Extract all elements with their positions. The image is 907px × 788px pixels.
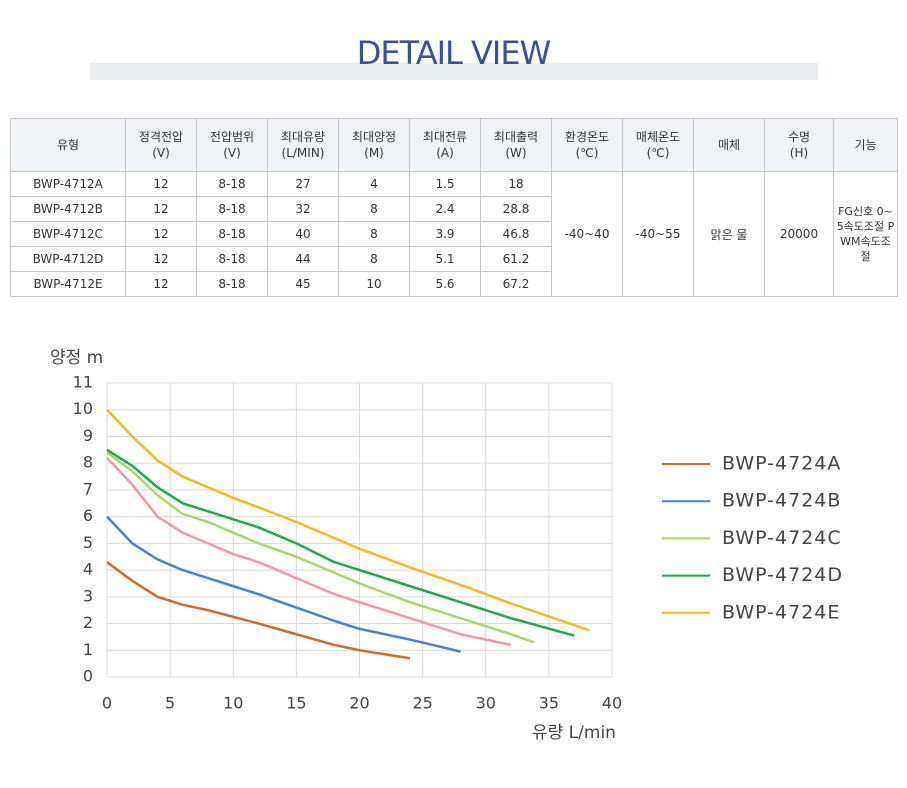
data-line [106, 561, 411, 660]
merged-cell: -40~40 [551, 171, 623, 297]
y-axis-label: 양정 m [50, 348, 103, 368]
merged-cell: -40~55 [622, 171, 694, 297]
table-cell: 40 [267, 221, 339, 247]
table-cell: 4 [338, 171, 410, 197]
y-tick-label: 0 [83, 667, 93, 686]
chart: 0 1 2 3 4 5 6 7 8 9 10 11 0 5 10 15 20 25 30 35 40 양정 m 유량 L/m… [50, 348, 843, 743]
table-cell: 8-18 [196, 221, 268, 247]
header-row: 유형 정격전압 (V) 전압범위 (V) 최대유량 (L/MIN) 최대양정 (M) 최대… [10, 118, 898, 172]
y-tick-label: 9 [83, 426, 93, 445]
table-cell: 3.9 [409, 221, 481, 247]
y-tick-label: 8 [83, 453, 93, 472]
table-cell: 2.4 [409, 196, 481, 222]
legend-label: BWP-4724B [722, 490, 841, 512]
table-cell: BWP-4712D [10, 246, 126, 272]
y-tick-label: 3 [83, 586, 93, 605]
title-band [90, 63, 818, 80]
x-tick-label: 0 [102, 694, 112, 713]
merged-cell: 맑은 물 [693, 171, 765, 297]
header-cell: 최대출력 (W) [480, 118, 552, 172]
table-cell: 32 [267, 196, 339, 222]
page-title: DETAIL VIEW [356, 34, 551, 72]
table-row: BWP-4712D 12 8-18 44 8 5.1 61.2 [10, 246, 898, 272]
table-cell: 1.5 [409, 171, 481, 197]
y-tick-label: 11 [73, 373, 93, 392]
table-row: BWP-4712E 12 8-18 45 10 5.6 67.2 [10, 271, 898, 297]
table-cell: 8 [338, 221, 410, 247]
y-tick-label: 5 [83, 533, 93, 552]
table-cell: 12 [125, 246, 197, 272]
x-axis-label: 유량 L/min [532, 723, 616, 743]
header-cell: 최대전류 (A) [409, 118, 481, 172]
table-cell: 5.6 [409, 271, 481, 297]
table-cell: 61.2 [480, 246, 552, 272]
y-tick-label: 4 [83, 560, 93, 579]
table-cell: 5.1 [409, 246, 481, 272]
merged-cell: FG신호 0~5속도조절 PWM속도조절 [833, 171, 898, 297]
header-cell: 정격전압 (V) [125, 118, 197, 172]
y-tick-label: 10 [73, 399, 93, 418]
merged-cell: 20000 [764, 171, 834, 297]
data-line [106, 515, 461, 653]
table-row: BWP-4712B 12 8-18 32 8 2.4 28.8 [10, 196, 898, 222]
header-cell: 매체 [693, 118, 765, 172]
x-tick-label: 40 [602, 694, 622, 713]
y-tick-label: 7 [83, 479, 93, 498]
header-cell: 유형 [10, 118, 126, 172]
x-tick-label: 35 [539, 694, 559, 713]
table-cell: 8-18 [196, 246, 268, 272]
legend-label: BWP-4724D [722, 564, 843, 586]
data-line [106, 448, 575, 637]
table-cell: 8-18 [196, 171, 268, 197]
data-line [106, 408, 590, 632]
header-cell: 기능 [833, 118, 898, 172]
y-tick-label: 2 [83, 613, 93, 632]
table-cell: 45 [267, 271, 339, 297]
y-tick-label: 1 [83, 640, 93, 659]
data-line [106, 451, 535, 644]
x-tick-label: 5 [165, 694, 175, 713]
header-cell: 매체온도 (℃) [622, 118, 694, 172]
table-cell: 44 [267, 246, 339, 272]
header-cell: 전압범위 (V) [196, 118, 268, 172]
legend-label: BWP-4724A [722, 453, 841, 475]
table-cell: BWP-4712A [10, 171, 126, 197]
table-cell: 28.8 [480, 196, 552, 222]
header-cell: 수명 (H) [764, 118, 834, 172]
x-tick-label: 15 [286, 694, 306, 713]
table-cell: 67.2 [480, 271, 552, 297]
table-cell: BWP-4712B [10, 196, 126, 222]
data-line [106, 456, 512, 647]
header-cell: 최대양정 (M) [338, 118, 410, 172]
header-cell: 환경온도 (℃) [551, 118, 623, 172]
table-cell: 8 [338, 196, 410, 222]
table-cell: 46.8 [480, 221, 552, 247]
table-cell: 8 [338, 246, 410, 272]
legend-label: BWP-4724C [722, 527, 842, 549]
table-cell: 27 [267, 171, 339, 197]
table-cell: 8-18 [196, 271, 268, 297]
legend-label: BWP-4724E [722, 601, 840, 623]
table-cell: BWP-4712C [10, 221, 126, 247]
table-cell: 12 [125, 271, 197, 297]
y-tick-label: 6 [83, 506, 93, 525]
table-cell: BWP-4712E [10, 271, 126, 297]
spec-table: 유형 정격전압 (V) 전압범위 (V) 최대유량 (L/MIN) 최대양정 (M) 최대… [10, 118, 898, 297]
x-tick-label: 30 [476, 694, 496, 713]
header-cell: 최대유량 (L/MIN) [267, 118, 339, 172]
table-row: BWP-4712C 12 8-18 40 8 3.9 46.8 [10, 221, 898, 247]
table-cell: 18 [480, 171, 552, 197]
table-cell: 12 [125, 221, 197, 247]
x-tick-label: 20 [349, 694, 369, 713]
table-cell: 10 [338, 271, 410, 297]
table-cell: 8-18 [196, 196, 268, 222]
x-tick-label: 25 [412, 694, 432, 713]
x-tick-label: 10 [223, 694, 243, 713]
table-cell: 12 [125, 196, 197, 222]
table-cell: 12 [125, 171, 197, 197]
